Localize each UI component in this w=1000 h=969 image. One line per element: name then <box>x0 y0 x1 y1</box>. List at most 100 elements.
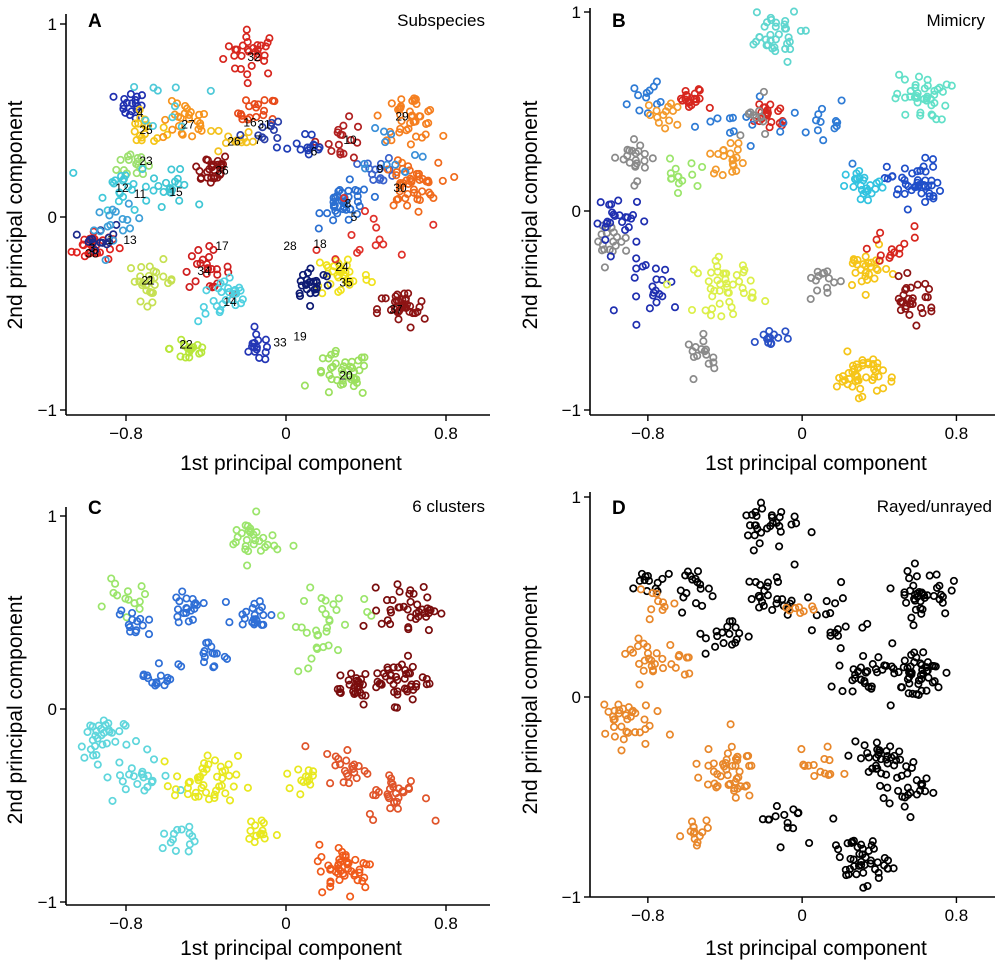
xtick-label-d-0: −0.8 <box>631 906 665 925</box>
data-point-b-20-510 <box>905 310 914 319</box>
data-point-d-3-147 <box>867 684 876 693</box>
data-point-a-30-712 <box>206 86 215 95</box>
data-point-a-23-559 <box>383 165 392 174</box>
ytick-label-c-1: 0 <box>48 700 57 719</box>
data-point-d-13-361 <box>621 711 630 720</box>
data-point-b-12-305 <box>601 235 610 244</box>
data-point-d-1-62 <box>919 591 929 600</box>
data-point-a-31-724 <box>381 138 390 147</box>
data-point-c-10-214 <box>177 825 186 834</box>
data-point-d-17-453 <box>703 780 713 789</box>
data-point-d-6-200 <box>653 578 662 587</box>
data-point-b-1-67 <box>914 72 924 81</box>
data-point-a-0-20 <box>264 69 273 78</box>
data-point-b-8-220 <box>732 153 741 162</box>
data-point-a-9-201 <box>180 180 189 189</box>
data-point-b-12-308 <box>621 213 630 222</box>
data-point-a-2-59 <box>125 110 134 120</box>
data-point-a-24-609 <box>386 306 396 315</box>
data-point-c-9-191 <box>118 777 127 786</box>
data-point-c-19-499 <box>342 756 351 765</box>
data-point-d-16-426 <box>658 598 668 607</box>
data-point-a-15-337 <box>224 284 233 293</box>
ytick-label-d-2: 1 <box>572 488 581 507</box>
data-point-a-13-282 <box>142 280 152 289</box>
ticks-a: −0.8 0 0.8 −1 0 1 <box>38 15 458 443</box>
data-point-c-20-510 <box>307 654 316 663</box>
data-point-b-17-416 <box>781 327 790 336</box>
data-point-a-24-599 <box>390 297 400 306</box>
data-point-b-24-573 <box>875 256 884 265</box>
data-point-b-18-457 <box>871 367 880 376</box>
data-point-b-13-328 <box>609 306 618 315</box>
cluster-label-5: 5 <box>351 210 358 224</box>
data-point-b-10-250 <box>629 135 639 144</box>
data-point-a-27-677 <box>283 144 292 153</box>
data-point-a-14-313 <box>213 270 222 279</box>
data-point-c-19-485 <box>301 742 310 751</box>
data-point-b-6-193 <box>656 97 665 107</box>
data-point-a-24-603 <box>377 294 386 303</box>
data-point-b-14-370 <box>738 261 747 270</box>
data-point-b-18-449 <box>873 359 882 368</box>
data-point-a-19-444 <box>314 224 323 233</box>
data-point-a-17-380 <box>252 330 261 339</box>
data-point-c-8-177 <box>99 716 108 725</box>
data-point-b-1-40 <box>941 101 950 110</box>
data-point-d-13-389 <box>601 729 610 738</box>
data-point-c-15-367 <box>386 671 395 680</box>
data-point-d-17-451 <box>713 770 722 779</box>
ytick-label-b-1: 0 <box>572 202 581 221</box>
data-point-d-1-55 <box>918 589 927 598</box>
data-point-b-18-445 <box>878 366 888 375</box>
data-point-a-27-674 <box>301 130 310 139</box>
data-point-c-8-160 <box>122 740 131 749</box>
data-point-d-2-78 <box>888 639 897 648</box>
data-point-b-7-206 <box>673 103 682 112</box>
data-point-c-8-181 <box>98 740 107 749</box>
data-point-c-4-97 <box>259 611 268 620</box>
data-point-a-24-597 <box>381 294 390 303</box>
data-point-a-10-236 <box>80 252 89 261</box>
data-point-b-23-558 <box>759 117 768 126</box>
cluster-label-16: 16 <box>243 115 257 129</box>
data-point-d-1-56 <box>911 605 920 614</box>
data-point-d-0-10 <box>758 504 767 513</box>
data-point-a-0-29 <box>253 41 262 50</box>
data-point-a-29-701 <box>372 223 381 232</box>
data-point-c-11-240 <box>171 785 180 794</box>
data-point-c-14-317 <box>359 621 368 630</box>
data-point-d-9-276 <box>843 839 852 848</box>
ticks-d: −0.8 0 0.8 −1 0 1 <box>562 488 969 925</box>
data-point-b-14-359 <box>706 311 716 320</box>
data-point-a-3-74 <box>150 136 159 146</box>
data-point-b-13-317 <box>670 303 680 312</box>
ylabel-c: 2nd principal component <box>4 595 27 824</box>
data-point-b-7-198 <box>646 111 655 120</box>
data-point-d-14-390 <box>634 634 643 643</box>
data-point-a-0-21 <box>243 70 252 79</box>
data-point-c-13-283 <box>283 769 292 778</box>
data-point-a-17-378 <box>261 335 270 344</box>
data-point-c-10-219 <box>168 835 177 844</box>
data-point-a-22-509 <box>426 105 435 115</box>
cluster-label-23: 23 <box>139 154 153 168</box>
data-point-a-18-416 <box>341 358 350 367</box>
data-point-d-4-163 <box>696 580 705 589</box>
data-point-a-7-160 <box>116 155 125 164</box>
data-point-a-30-714 <box>141 116 150 125</box>
data-point-c-15-340 <box>408 695 417 704</box>
points-b <box>593 7 956 403</box>
data-point-c-14-327 <box>406 597 415 606</box>
data-point-c-0-8 <box>273 545 282 554</box>
data-point-b-2-78 <box>892 190 901 199</box>
data-point-c-5-108 <box>117 606 126 615</box>
data-point-a-8-171 <box>141 182 150 191</box>
data-point-d-3-140 <box>871 665 880 674</box>
data-point-a-8-185 <box>149 186 158 195</box>
data-point-d-17-446 <box>694 773 703 782</box>
data-point-a-22-531 <box>439 131 448 140</box>
cluster-label-26: 26 <box>227 135 241 149</box>
data-point-c-15-375 <box>381 672 390 681</box>
data-point-a-23-572 <box>404 179 413 188</box>
